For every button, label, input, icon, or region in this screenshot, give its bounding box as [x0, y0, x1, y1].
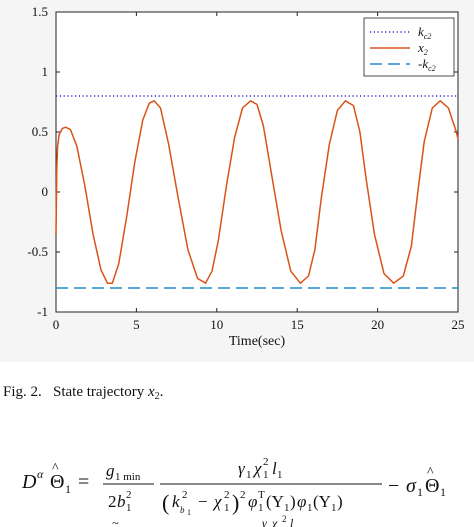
svg-text:1: 1: [258, 502, 264, 514]
svg-text:1: 1: [126, 502, 132, 514]
svg-text:1: 1: [417, 485, 423, 499]
equation-block: D α Θ ^ 1 = g 1 min 2 b 2 1 γ 1 χ 2 1 l …: [20, 440, 460, 527]
x-tick-label: 10: [210, 317, 223, 332]
x-tick-label: 5: [133, 317, 140, 332]
svg-text:1: 1: [307, 502, 313, 514]
svg-text:−: −: [198, 492, 208, 511]
svg-text:): ): [337, 492, 343, 511]
svg-text:(Υ: (Υ: [266, 492, 284, 511]
svg-text:l: l: [272, 459, 277, 478]
svg-text:σ: σ: [406, 475, 417, 497]
caption-var-sub: 2: [154, 391, 160, 402]
svg-text:α: α: [37, 467, 44, 481]
svg-text:1: 1: [65, 482, 71, 496]
x-tick-label: 20: [371, 317, 384, 332]
svg-text:1: 1: [440, 485, 446, 499]
caption-fig-label: Fig. 2.: [3, 384, 42, 400]
svg-text:γ: γ: [238, 459, 246, 478]
x-tick-label: 15: [291, 317, 304, 332]
equation-image: D α Θ ^ 1 = g 1 min 2 b 2 1 γ 1 χ 2 1 l …: [21, 456, 446, 527]
svg-text:T: T: [258, 489, 265, 501]
svg-text:1: 1: [331, 502, 337, 514]
svg-text:k: k: [172, 492, 180, 511]
svg-text:=: =: [78, 471, 89, 493]
svg-text:φ: φ: [297, 492, 306, 511]
svg-text:2: 2: [126, 489, 132, 501]
x-tick-label: 0: [53, 317, 60, 332]
svg-text:1: 1: [187, 508, 191, 517]
svg-text:χ: χ: [212, 492, 222, 511]
caption-period: .: [159, 384, 164, 400]
y-tick-label: 1.5: [32, 4, 48, 19]
y-tick-label: -1: [37, 304, 48, 319]
x-axis-label: Time(sec): [229, 334, 286, 349]
svg-text:Θ: Θ: [425, 475, 439, 497]
svg-text:χ: χ: [271, 516, 278, 527]
svg-text:(: (: [162, 490, 169, 515]
svg-text:γ: γ: [262, 516, 267, 527]
svg-text:(Υ: (Υ: [313, 492, 331, 511]
svg-text:): ): [232, 490, 239, 515]
legend-label-1: x2: [417, 40, 428, 57]
legend-label-sub-2: c2: [428, 64, 436, 73]
svg-text:χ: χ: [252, 459, 262, 478]
y-tick-label: 0: [42, 184, 49, 199]
svg-text:2: 2: [108, 492, 117, 511]
x-tick-label: 25: [452, 317, 465, 332]
svg-text:Θ: Θ: [50, 471, 64, 493]
series-line-1: [55, 100, 459, 284]
svg-text:1: 1: [246, 469, 252, 481]
svg-text:): ): [290, 492, 296, 511]
svg-text:D: D: [21, 471, 37, 493]
svg-text:g: g: [106, 461, 115, 480]
svg-text:1: 1: [284, 502, 290, 514]
svg-text:1: 1: [263, 469, 269, 481]
svg-text:1: 1: [224, 502, 230, 514]
y-tick-label: 0.5: [32, 124, 48, 139]
svg-text:^: ^: [52, 461, 59, 476]
svg-text:b: b: [180, 505, 185, 515]
svg-text:2: 2: [224, 489, 230, 501]
y-tick-label: -0.5: [27, 244, 48, 259]
svg-text:b: b: [117, 492, 126, 511]
svg-text:φ: φ: [248, 492, 257, 511]
svg-text:−: −: [388, 475, 399, 497]
figure-caption: Fig. 2. State trajectory x2.: [3, 384, 163, 402]
svg-text:2: 2: [182, 489, 188, 501]
legend-label-sub-0: c2: [424, 32, 432, 41]
legend-box: [363, 17, 455, 77]
legend-label-sub-1: 2: [424, 48, 428, 57]
svg-text:2: 2: [240, 489, 246, 501]
y-tick-label: 1: [42, 64, 49, 79]
svg-text:l: l: [290, 516, 294, 527]
svg-text:1: 1: [277, 469, 283, 481]
svg-text:^: ^: [427, 465, 434, 480]
svg-text:2: 2: [282, 514, 287, 524]
svg-text:~: ~: [112, 516, 119, 527]
svg-text:1 min: 1 min: [115, 471, 141, 483]
svg-text:2: 2: [263, 456, 269, 468]
caption-text: State trajectory: [53, 384, 145, 400]
trajectory-chart: 0 5 10 15 20 25-1-0.500.511.5Time(sec)kc2x2-k…: [27, 4, 465, 349]
figure-panel: 0 5 10 15 20 25 -1 -0.5 0 0.5 1 1.5 Time(sec) kc2 x2 -k…: [27, 4, 465, 349]
caption-var: x: [147, 384, 155, 400]
